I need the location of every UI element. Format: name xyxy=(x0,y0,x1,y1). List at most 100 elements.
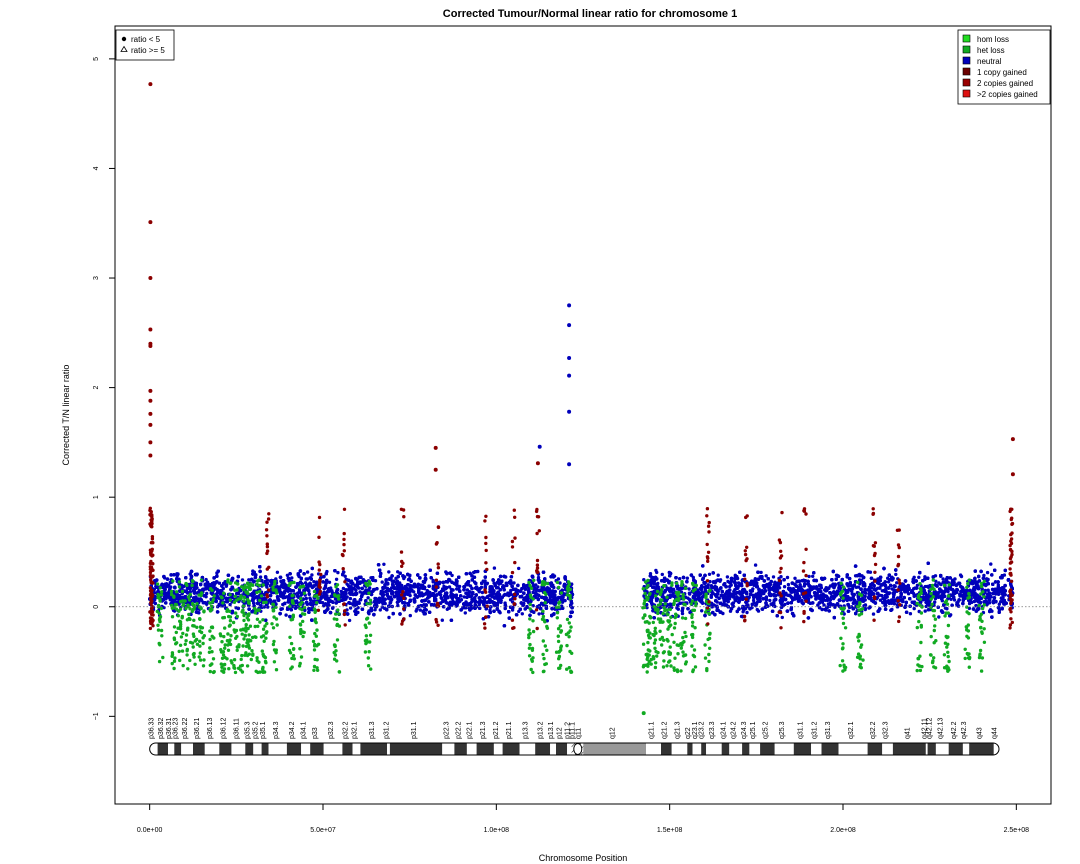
data-point xyxy=(691,575,695,580)
data-point xyxy=(685,576,689,580)
data-point xyxy=(811,574,815,578)
data-point xyxy=(967,606,972,611)
data-point xyxy=(934,579,938,583)
data-point xyxy=(890,587,894,591)
data-point xyxy=(347,584,351,589)
data-point xyxy=(728,584,732,589)
data-point xyxy=(537,612,541,616)
data-point xyxy=(509,588,513,593)
data-point xyxy=(343,574,347,578)
data-point xyxy=(221,586,225,591)
data-point xyxy=(915,583,920,587)
data-point xyxy=(1000,606,1004,610)
data-point xyxy=(990,587,995,592)
data-point xyxy=(989,562,993,566)
data-point xyxy=(923,575,927,579)
data-point xyxy=(395,579,400,583)
data-point xyxy=(656,581,660,586)
data-point xyxy=(985,579,989,583)
data-point xyxy=(418,608,422,612)
data-point xyxy=(447,585,452,589)
data-point xyxy=(699,591,703,596)
data-point xyxy=(517,566,521,571)
data-points xyxy=(148,506,1015,675)
data-point xyxy=(465,588,470,592)
data-point xyxy=(495,606,499,610)
data-point xyxy=(943,606,948,610)
data-point xyxy=(378,608,382,612)
data-point xyxy=(449,587,454,592)
data-point xyxy=(408,613,412,618)
data-point xyxy=(275,570,280,574)
data-point xyxy=(759,570,763,575)
data-point xyxy=(660,572,664,577)
data-point xyxy=(680,611,685,616)
data-point xyxy=(700,609,704,613)
data-point xyxy=(678,577,682,581)
data-point xyxy=(497,581,501,585)
data-point xyxy=(408,593,412,598)
data-point xyxy=(334,577,339,581)
data-point xyxy=(856,585,861,589)
data-point xyxy=(726,599,730,604)
data-point xyxy=(952,598,957,602)
data-point xyxy=(505,583,509,588)
data-point xyxy=(334,601,338,605)
data-point xyxy=(217,581,222,585)
data-point xyxy=(908,612,913,616)
data-point xyxy=(449,590,453,595)
data-point xyxy=(941,577,945,581)
data-point xyxy=(745,610,749,615)
data-point xyxy=(536,575,541,580)
data-point xyxy=(450,573,454,578)
data-point xyxy=(347,618,352,623)
data-point xyxy=(771,575,776,579)
data-point xyxy=(382,562,386,566)
data-point xyxy=(492,566,497,570)
data-point xyxy=(687,591,692,595)
data-point xyxy=(330,606,335,610)
data-point xyxy=(380,580,384,584)
data-point xyxy=(880,589,884,593)
data-point xyxy=(820,607,824,612)
data-point xyxy=(718,578,723,582)
data-point xyxy=(785,575,790,580)
data-point xyxy=(480,590,485,595)
data-point xyxy=(415,607,419,611)
data-point xyxy=(396,603,400,608)
data-point xyxy=(982,573,986,578)
data-point xyxy=(387,570,391,574)
data-point xyxy=(725,575,730,579)
data-point xyxy=(305,577,310,581)
chart-title: Corrected Tumour/Normal linear ratio for… xyxy=(443,8,737,20)
data-point xyxy=(321,601,325,605)
data-point xyxy=(798,583,802,587)
data-point xyxy=(373,579,378,583)
data-point xyxy=(290,576,294,580)
data-point xyxy=(327,580,332,584)
data-point xyxy=(285,573,290,577)
data-point xyxy=(906,592,911,596)
data-point xyxy=(985,570,990,575)
data-point xyxy=(736,581,741,585)
data-point xyxy=(959,574,964,579)
data-point xyxy=(387,615,391,620)
data-point xyxy=(886,580,891,584)
data-point xyxy=(986,588,990,592)
data-point xyxy=(676,607,680,611)
data-point xyxy=(312,580,316,584)
data-point xyxy=(153,601,158,606)
data-point xyxy=(440,618,444,622)
data-point xyxy=(304,596,308,601)
data-point xyxy=(751,598,756,603)
data-point xyxy=(958,592,962,597)
data-point xyxy=(336,570,340,575)
data-point xyxy=(716,573,720,577)
data-point xyxy=(793,576,797,580)
data-point xyxy=(707,572,712,576)
data-point xyxy=(558,581,562,585)
data-point xyxy=(463,611,467,615)
data-point xyxy=(205,591,209,596)
data-point xyxy=(512,581,516,585)
data-point xyxy=(779,575,783,579)
